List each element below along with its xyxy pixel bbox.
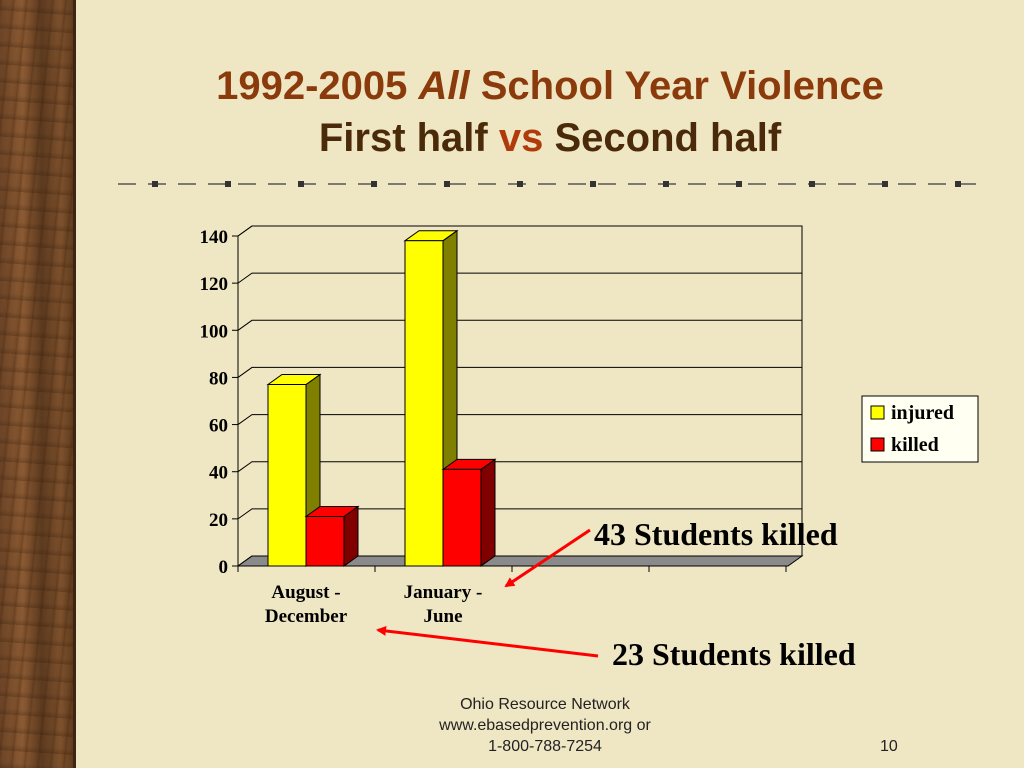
page-number: 10 [880, 738, 898, 755]
bar-killed-0 [305, 516, 345, 567]
x-category-label: June [423, 606, 462, 627]
legend-label-injured: injured [891, 402, 954, 424]
divider-square [298, 181, 304, 187]
slide-title-line1: 1992-2005 All School Year Violence [76, 64, 1024, 109]
x-category-label: January - [404, 582, 483, 603]
footer-website: www.ebasedprevention.org or [439, 717, 651, 734]
annotation-43-killed: 43 Students killed [594, 516, 838, 552]
title-divider [118, 181, 976, 187]
footer-org: Ohio Resource Network [460, 696, 630, 713]
y-tick-label: 120 [200, 274, 229, 295]
arrow-to-second-half [504, 528, 591, 588]
legend: injured killed [861, 395, 979, 463]
divider-square [444, 181, 450, 187]
y-tick-label: 60 [209, 416, 228, 437]
bar-injured-1 [404, 240, 444, 567]
annotation-23-killed: 23 Students killed [612, 636, 856, 672]
gridline [237, 508, 802, 520]
divider-square [225, 181, 231, 187]
wood-texture-strip [0, 0, 76, 768]
gridline [237, 414, 802, 425]
y-tick-label: 0 [219, 557, 229, 578]
legend-label-killed: killed [891, 434, 939, 456]
x-category-label: December [265, 606, 348, 627]
title-vs: vs [498, 116, 544, 160]
divider-square [736, 181, 742, 187]
gridline [237, 319, 802, 331]
slide-title-line2: First half vs Second half [76, 116, 1024, 161]
y-tick-label: 40 [209, 463, 228, 484]
gridline [237, 366, 802, 378]
plot-floor [236, 555, 804, 567]
divider-square [809, 181, 815, 187]
gridline [237, 461, 802, 473]
footer-credits: Ohio Resource Network www.ebasedpreventi… [380, 694, 710, 757]
gridline [237, 272, 802, 284]
title-rest: School Year Violence [469, 64, 884, 108]
title-second-half: Second half [543, 116, 782, 160]
divider-square [371, 181, 377, 187]
footer-phone: 1-800-788-7254 [488, 738, 602, 755]
gridline [237, 225, 802, 237]
divider-square [955, 181, 961, 187]
legend-swatch-killed [870, 437, 885, 452]
y-tick-label: 100 [200, 321, 229, 342]
divider-square [882, 181, 888, 187]
divider-square [663, 181, 669, 187]
title-emphasis: All [418, 64, 470, 108]
title-years: 1992-2005 [216, 64, 419, 108]
bar-killed-1 [442, 468, 482, 567]
arrow-to-first-half [376, 625, 599, 658]
divider-square [590, 181, 596, 187]
divider-square [517, 181, 523, 187]
legend-swatch-injured [870, 405, 885, 420]
y-tick-label: 140 [200, 227, 229, 248]
y-tick-label: 20 [209, 510, 228, 531]
y-tick-label: 80 [209, 368, 228, 389]
bar-killed-1-side [480, 458, 496, 567]
divider-square [152, 181, 158, 187]
x-category-label: August - [271, 582, 340, 603]
title-first-half: First half [318, 116, 499, 160]
bar-injured-0 [267, 384, 307, 567]
